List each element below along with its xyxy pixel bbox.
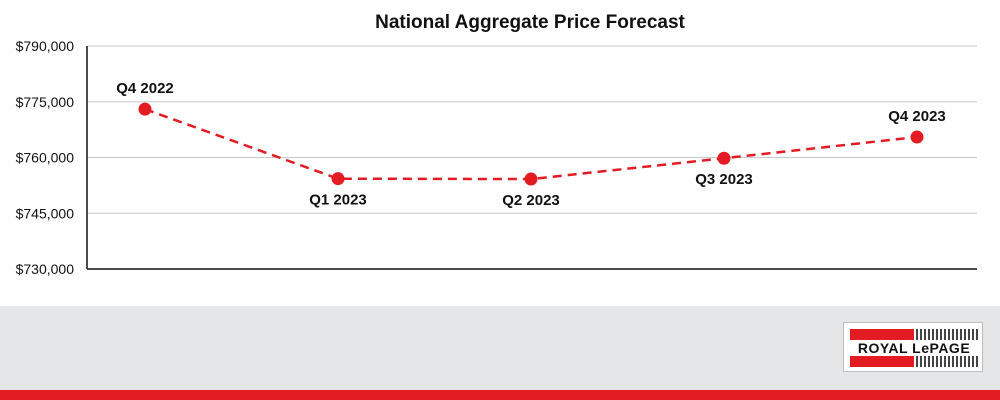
point-label: Q1 2023	[309, 192, 367, 209]
logo-red-bar-top	[850, 329, 914, 340]
y-tick-label: $760,000	[16, 150, 75, 166]
series-group: Q4 2022 Q1 2023 Q2 2023 Q3 2023 Q4 2023	[116, 80, 946, 209]
grid-lines	[87, 45, 977, 214]
data-point	[910, 130, 924, 144]
data-point	[717, 151, 731, 165]
data-point	[331, 172, 345, 186]
logo-red-bar-bottom	[850, 356, 914, 367]
point-label: Q2 2023	[502, 192, 560, 209]
logo-stripes-bottom	[916, 356, 978, 367]
logo-wordmark: ROYAL LePAGE	[857, 340, 971, 356]
y-tick-label: $745,000	[16, 205, 75, 221]
y-tick-label: $790,000	[16, 38, 75, 54]
royal-lepage-logo: ROYAL LePAGE	[843, 322, 983, 372]
line-chart: National Aggregate Price Forecast $790,0…	[16, 12, 977, 277]
data-point	[524, 172, 538, 186]
chart-title: National Aggregate Price Forecast	[375, 12, 685, 33]
point-label: Q4 2022	[116, 80, 174, 97]
point-label: Q3 2023	[695, 171, 753, 188]
series-line	[144, 108, 918, 181]
logo-stripes-top	[916, 329, 978, 340]
y-tick-label: $730,000	[16, 261, 75, 277]
data-point	[138, 102, 152, 116]
footer-red-stripe	[0, 390, 1000, 400]
point-label: Q4 2023	[888, 108, 946, 125]
y-axis-ticks: $790,000 $775,000 $760,000 $745,000 $730,000	[16, 38, 75, 277]
footer-band	[0, 306, 1000, 390]
y-tick-label: $775,000	[16, 94, 75, 110]
